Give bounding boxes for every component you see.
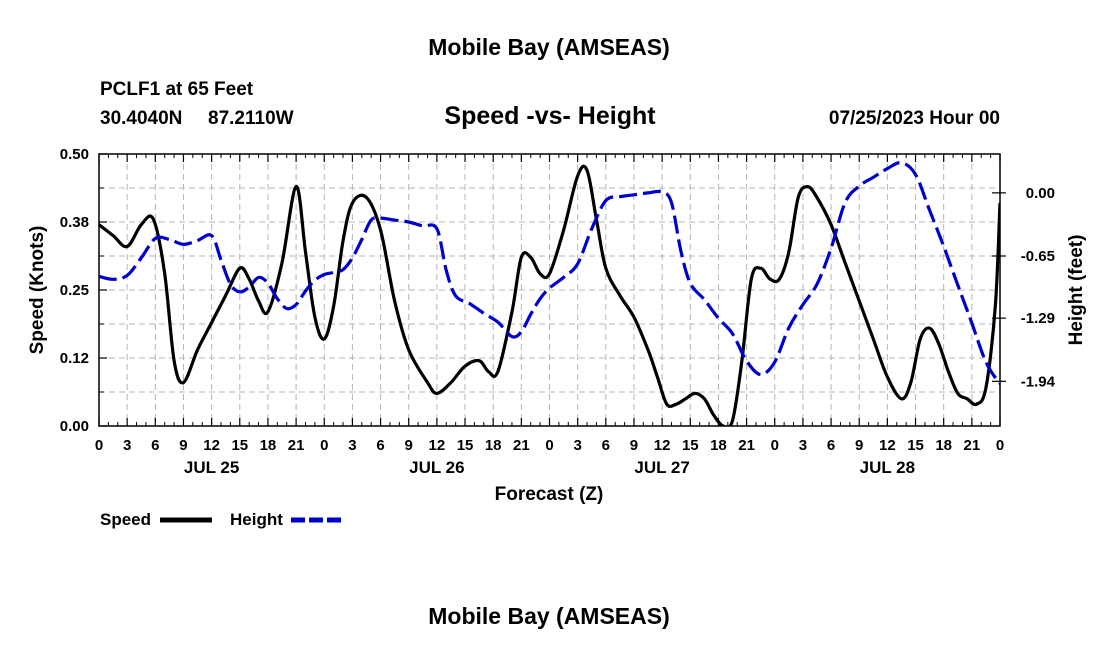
footer-title: Mobile Bay (AMSEAS): [428, 603, 670, 629]
page-title: Mobile Bay (AMSEAS): [428, 34, 670, 60]
y-left-tick-label: 0.50: [60, 146, 89, 163]
x-tick-label: 15: [907, 437, 924, 454]
x-tick-label: 15: [682, 437, 699, 454]
run-time: 07/25/2023 Hour 00: [829, 108, 1000, 129]
x-tick-label: 15: [231, 437, 248, 454]
x-tick-label: 9: [855, 437, 863, 454]
date-label: JUL 28: [860, 458, 915, 477]
x-tick-label: 18: [710, 437, 727, 454]
x-tick-label: 9: [405, 437, 413, 454]
x-tick-label: 15: [457, 437, 474, 454]
x-tick-label: 6: [602, 437, 610, 454]
x-tick-label: 0: [320, 437, 328, 454]
x-tick-label: 12: [429, 437, 446, 454]
legend-label-speed: Speed: [100, 510, 151, 529]
chart-title: Speed -vs- Height: [444, 102, 656, 130]
y-left-tick-label: 0.00: [60, 418, 89, 435]
station-latitude: 30.4040N: [100, 108, 182, 129]
series-lines: [99, 160, 1000, 426]
x-tick-label: 0: [996, 437, 1004, 454]
x-tick-label: 0: [95, 437, 103, 454]
x-tick-label: 21: [513, 437, 530, 454]
x-tick-label: 6: [376, 437, 384, 454]
y-right-tick-label: -1.29: [1021, 310, 1055, 327]
grid-lines: [99, 154, 1000, 426]
x-tick-label: 3: [799, 437, 807, 454]
x-axis-label: Forecast (Z): [495, 484, 604, 505]
y-left-tick-label: 0.38: [60, 214, 89, 231]
y-right-tick-label: -0.65: [1021, 248, 1055, 265]
x-tick-label: 3: [123, 437, 131, 454]
x-tick-label: 12: [654, 437, 671, 454]
x-tick-label: 3: [573, 437, 581, 454]
y-left-tick-label: 0.12: [60, 350, 89, 367]
series-line-speed: [99, 164, 1000, 426]
x-tick-label: 3: [348, 437, 356, 454]
y-left-tick-label: 0.25: [60, 282, 89, 299]
x-tick-label: 12: [203, 437, 220, 454]
x-tick-label: 9: [630, 437, 638, 454]
date-label: JUL 25: [184, 458, 239, 477]
y-axis-left-label: Speed (Knots): [27, 226, 48, 355]
x-tick-label: 18: [485, 437, 502, 454]
x-tick-label: 21: [964, 437, 981, 454]
x-tick-label: 6: [151, 437, 159, 454]
x-tick-label: 18: [935, 437, 952, 454]
x-tick-label: 21: [738, 437, 755, 454]
y-axis-right-label: Height (feet): [1066, 235, 1087, 346]
station-name-depth: PCLF1 at 65 Feet: [100, 79, 254, 100]
series-line-height: [99, 160, 1000, 386]
date-label: JUL 27: [634, 458, 689, 477]
y-right-tick-label: 0.00: [1026, 185, 1055, 202]
date-label: JUL 26: [409, 458, 464, 477]
y-right-tick-label: -1.94: [1021, 373, 1056, 390]
legend: Speed Height: [100, 510, 343, 529]
x-tick-label: 0: [545, 437, 553, 454]
x-tick-label: 0: [771, 437, 779, 454]
x-tick-label: 21: [288, 437, 305, 454]
x-tick-label: 12: [879, 437, 896, 454]
axis-ticks: [98, 153, 1006, 427]
station-longitude: 87.2110W: [208, 108, 294, 129]
x-tick-label: 18: [260, 437, 277, 454]
x-tick-label: 6: [827, 437, 835, 454]
axis-tick-labels: 0 3 6 9 12 15 18 21 0 3 6 9 12 15 18 21 0 3 6 9 12 15 18 21 0 3 6 9…: [60, 146, 1056, 477]
x-tick-label: 9: [179, 437, 187, 454]
legend-label-height: Height: [230, 510, 283, 529]
